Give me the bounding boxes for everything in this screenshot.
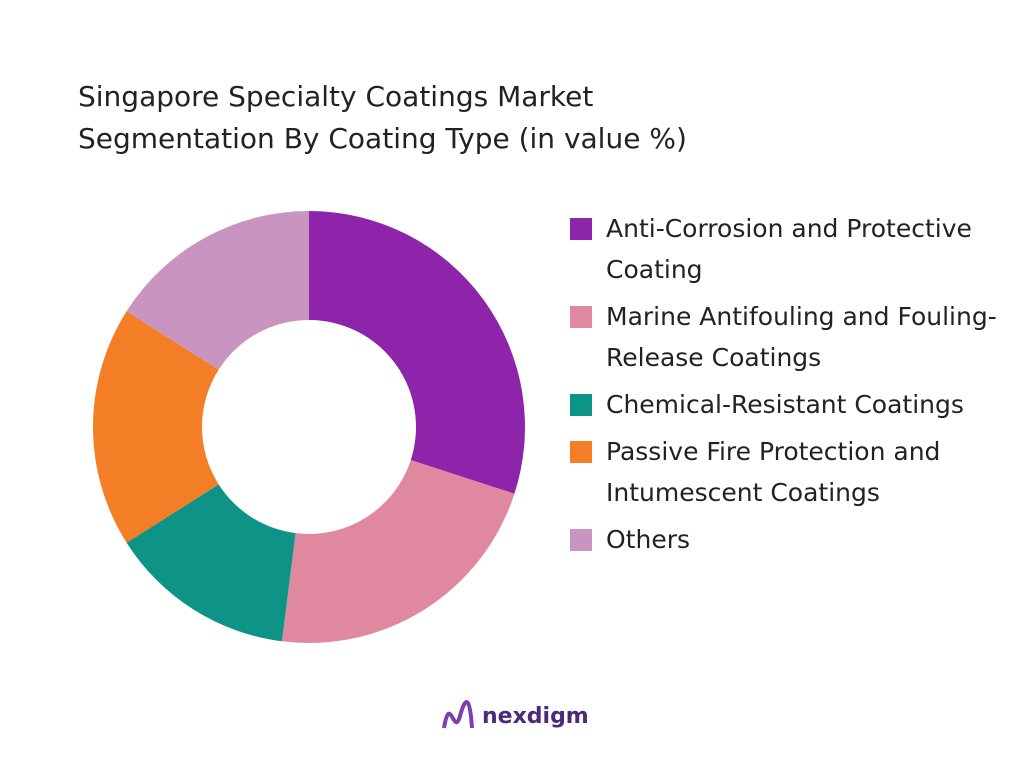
chart bbox=[93, 211, 525, 643]
logo-text: nexdigm bbox=[482, 703, 589, 729]
legend: Anti-Corrosion and Protective Coating Mar… bbox=[570, 208, 1010, 566]
logo: nexdigm bbox=[440, 698, 589, 734]
donut-slice bbox=[281, 460, 515, 643]
legend-item: Marine Antifouling and Fouling-Release C… bbox=[570, 296, 1010, 378]
donut-slice bbox=[309, 211, 525, 494]
legend-item: Anti-Corrosion and Protective Coating bbox=[570, 208, 1010, 290]
legend-label: Marine Antifouling and Fouling-Release C… bbox=[606, 302, 997, 372]
legend-item: Chemical-Resistant Coatings bbox=[570, 384, 1010, 425]
donut-slice bbox=[126, 211, 309, 370]
legend-swatch bbox=[570, 306, 592, 328]
legend-label: Chemical-Resistant Coatings bbox=[606, 390, 964, 419]
legend-item: Passive Fire Protection and Intumescent … bbox=[570, 431, 1010, 513]
legend-swatch bbox=[570, 394, 592, 416]
chart-title: Singapore Specialty Coatings Market Segm… bbox=[78, 80, 687, 155]
donut-slice bbox=[93, 311, 219, 543]
legend-label: Passive Fire Protection and Intumescent … bbox=[606, 437, 941, 507]
legend-swatch bbox=[570, 441, 592, 463]
legend-swatch bbox=[570, 529, 592, 551]
logo-icon bbox=[442, 700, 474, 729]
legend-label: Others bbox=[606, 525, 691, 554]
legend-item: Others bbox=[570, 519, 1010, 560]
legend-swatch bbox=[570, 218, 592, 240]
donut-slice bbox=[126, 484, 296, 642]
legend-label: Anti-Corrosion and Protective Coating bbox=[606, 214, 972, 284]
